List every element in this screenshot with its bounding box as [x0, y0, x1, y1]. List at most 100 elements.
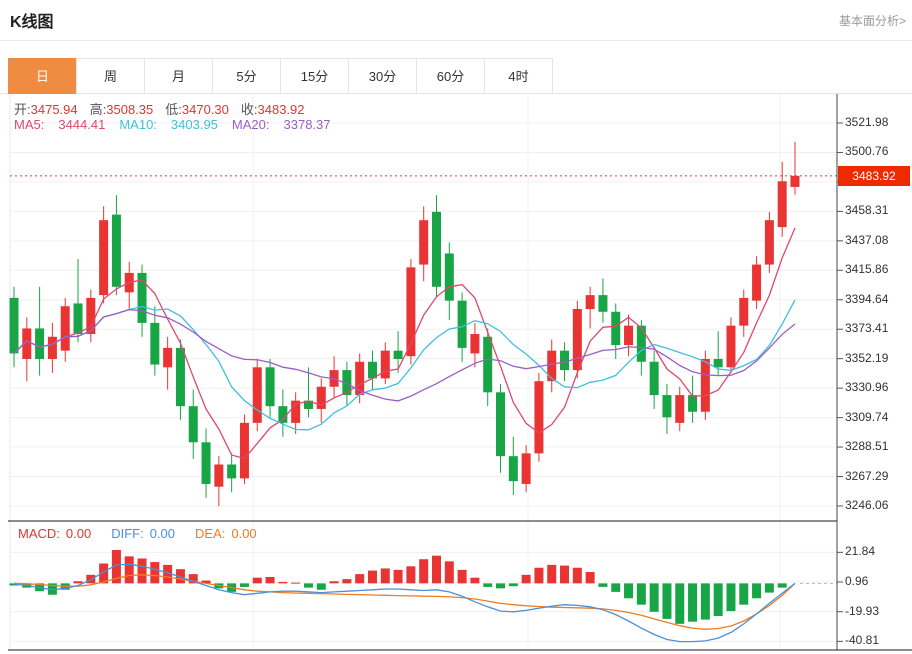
candle-body [457, 300, 467, 348]
candle-body [150, 322, 160, 365]
value-text: 0.00 [149, 526, 176, 541]
macd-bar [265, 576, 275, 584]
candle-body [624, 325, 634, 346]
candle-body [675, 395, 685, 423]
candle-body [86, 297, 96, 334]
macd-bar [572, 567, 582, 584]
candle-body [316, 386, 326, 409]
candle-body [9, 297, 19, 354]
tab-60分[interactable]: 60分 [416, 58, 485, 94]
value-label: MA5: [14, 117, 45, 132]
macd-bar [406, 566, 416, 584]
macd-bar [624, 583, 634, 599]
value-label: 高: [89, 102, 107, 117]
ma20-line [13, 308, 796, 402]
macd-bar [457, 569, 467, 584]
macd-bar [150, 562, 160, 584]
macd-bar [649, 583, 659, 612]
macd-bar [521, 574, 531, 584]
ma-row: MA5: 3444.41 MA10: 3403.95 MA20: 3378.37 [14, 117, 345, 132]
candle-body [572, 309, 582, 371]
candle-body [227, 464, 237, 479]
value-label: MA20: [231, 117, 270, 132]
candle-body [444, 253, 454, 301]
macd-bar [419, 559, 429, 584]
candle-body [764, 220, 774, 265]
macd-bar [470, 577, 480, 584]
macd-bar [380, 568, 390, 584]
candle-body [713, 358, 723, 368]
candle-body [431, 211, 441, 287]
candle-body [662, 395, 672, 418]
candle-body [188, 406, 198, 443]
macd-bar [201, 580, 211, 584]
candle-body [265, 367, 275, 407]
macd-bar [752, 583, 762, 599]
y-axis-label: 3437.08 [845, 232, 889, 247]
macd-bar [342, 579, 352, 584]
candle-body [508, 456, 518, 482]
macd-bar [355, 574, 365, 584]
value-label: 收: [240, 102, 258, 117]
tab-4时[interactable]: 4时 [484, 58, 553, 94]
macd-bar [393, 569, 403, 584]
period-tab-bar: 日周月 5分 15分 30分 60分 4时 [0, 58, 912, 94]
macd-bar [585, 571, 595, 584]
fundamental-analysis-link[interactable]: 基本面分析> [838, 14, 906, 28]
tab-30分[interactable]: 30分 [348, 58, 417, 94]
y-axis-label: 3246.06 [845, 497, 889, 512]
page-title: K线图 [10, 14, 54, 31]
macd-bar [560, 565, 570, 584]
tab-日[interactable]: 日 [8, 58, 77, 94]
macd-bar [496, 583, 506, 589]
candle-body [214, 464, 224, 487]
candle-body [111, 214, 121, 287]
candle-body [22, 328, 32, 359]
y-axis-label: 3458.31 [845, 203, 889, 218]
macd-row: MACD: 0.00 DIFF: 0.00 DEA: 0.00 [18, 526, 277, 541]
tab-5分[interactable]: 5分 [212, 58, 281, 94]
macd-bar [547, 564, 557, 584]
macd-bar [483, 583, 493, 587]
macd-bar [291, 582, 301, 584]
macd-bar [239, 583, 249, 587]
candle-body [73, 303, 83, 334]
y-axis-label: 3330.96 [845, 380, 889, 395]
ohlc-row: 开:3475.94 高:3508.35 低:3470.30 收:3483.92 [14, 99, 317, 118]
macd-bar [47, 583, 57, 595]
candle-body [419, 220, 429, 265]
y-axis-label: 0.96 [845, 574, 869, 588]
macd-bar [188, 574, 198, 584]
candle-body [547, 350, 557, 382]
candle-body [560, 350, 570, 371]
candle-body [752, 264, 762, 301]
candle-body [47, 336, 57, 359]
value-text: 3483.92 [257, 102, 305, 117]
candle-body [163, 347, 173, 368]
candle-body [483, 336, 493, 393]
candles [9, 141, 800, 507]
candle-body [175, 347, 185, 407]
axes [8, 94, 912, 651]
y-axis-label: 3373.41 [845, 321, 889, 336]
diff-line [13, 563, 796, 643]
macd-bar [124, 556, 134, 584]
macd-bar [739, 583, 749, 605]
candle-body [790, 175, 800, 187]
y-axis-label: 21.84 [845, 544, 876, 559]
candle-body [355, 361, 365, 396]
tab-周[interactable]: 周 [76, 58, 145, 94]
macd-bar [137, 558, 147, 584]
value-text: 0.00 [231, 526, 257, 541]
value-text: 3470.30 [181, 102, 229, 117]
ma10-line [13, 299, 796, 431]
candle-body [521, 453, 531, 484]
candle-body [278, 406, 288, 423]
candle-body [99, 220, 109, 296]
candle-body [649, 361, 659, 396]
value-text: 0.00 [65, 526, 92, 541]
candle-body [470, 333, 480, 354]
macd-bar [713, 583, 723, 617]
